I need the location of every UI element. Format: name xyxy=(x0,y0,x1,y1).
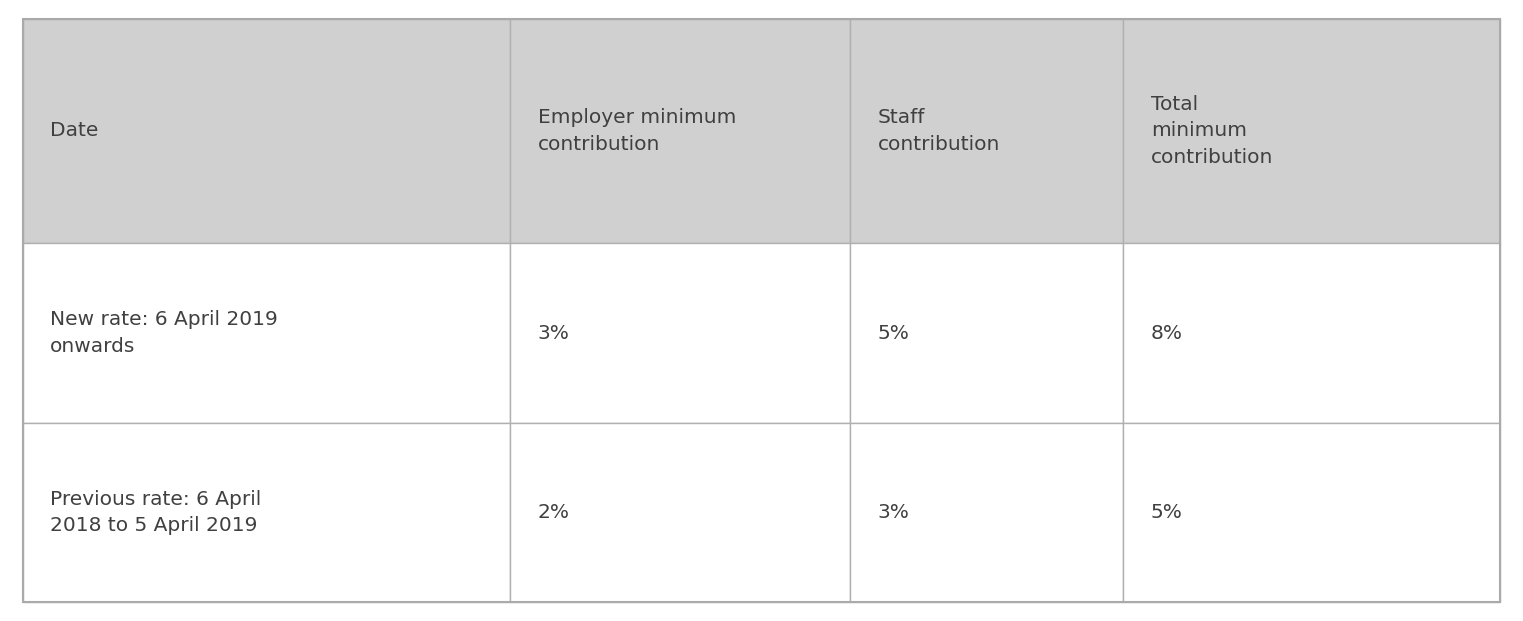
Text: Date: Date xyxy=(50,122,99,140)
Bar xyxy=(1124,423,1500,602)
Bar xyxy=(850,19,1124,243)
Text: 3%: 3% xyxy=(538,324,570,343)
Bar xyxy=(1124,19,1500,243)
Text: 5%: 5% xyxy=(877,324,909,343)
Bar xyxy=(23,423,510,602)
Text: 2%: 2% xyxy=(538,503,570,522)
Bar xyxy=(510,423,850,602)
Bar xyxy=(510,243,850,423)
Bar xyxy=(850,423,1124,602)
Text: Employer minimum
contribution: Employer minimum contribution xyxy=(538,108,736,154)
Bar xyxy=(23,243,510,423)
Text: 3%: 3% xyxy=(877,503,909,522)
Text: Staff
contribution: Staff contribution xyxy=(877,108,1001,154)
Text: Total
minimum
contribution: Total minimum contribution xyxy=(1151,95,1273,167)
Text: 5%: 5% xyxy=(1151,503,1183,522)
Text: New rate: 6 April 2019
onwards: New rate: 6 April 2019 onwards xyxy=(50,310,279,356)
Bar xyxy=(1124,243,1500,423)
Text: 8%: 8% xyxy=(1151,324,1183,343)
Bar xyxy=(850,243,1124,423)
Text: Previous rate: 6 April
2018 to 5 April 2019: Previous rate: 6 April 2018 to 5 April 2… xyxy=(50,490,262,535)
Bar xyxy=(510,19,850,243)
Bar xyxy=(23,19,510,243)
